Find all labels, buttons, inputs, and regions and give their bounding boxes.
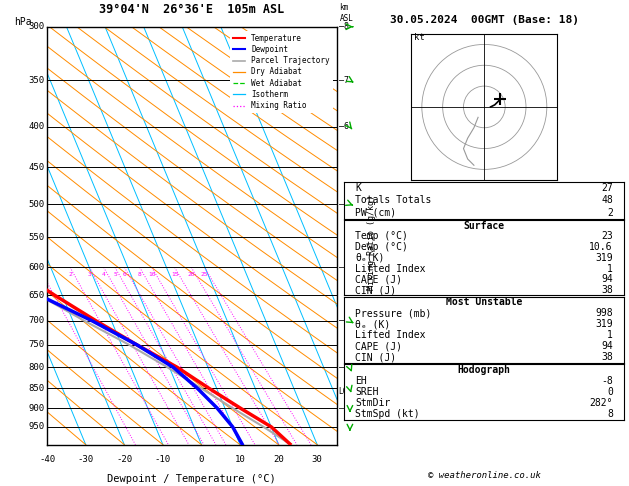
Text: 20: 20 [273,455,284,464]
Text: Surface: Surface [464,221,504,230]
Text: 6: 6 [123,272,126,277]
Text: StmSpd (kt): StmSpd (kt) [355,409,420,419]
Text: Dewp (°C): Dewp (°C) [355,242,408,252]
Text: 500: 500 [28,200,44,208]
Text: 4: 4 [102,272,106,277]
Text: 94: 94 [601,341,613,351]
Legend: Temperature, Dewpoint, Parcel Trajectory, Dry Adiabat, Wet Adiabat, Isotherm, Mi: Temperature, Dewpoint, Parcel Trajectory… [230,31,333,113]
Text: Mixing Ratio (g/kg): Mixing Ratio (g/kg) [367,195,376,291]
Text: –6: –6 [340,122,349,131]
Text: CAPE (J): CAPE (J) [355,274,403,284]
Text: –8: –8 [340,22,349,31]
Text: CIN (J): CIN (J) [355,285,396,295]
Text: CIN (J): CIN (J) [355,352,396,362]
Text: 450: 450 [28,163,44,172]
Text: hPa: hPa [14,17,31,27]
Text: 998: 998 [595,308,613,318]
Text: 300: 300 [28,22,44,31]
Text: 850: 850 [28,384,44,393]
Text: Hodograph: Hodograph [457,364,511,375]
Text: CAPE (J): CAPE (J) [355,341,403,351]
Text: -40: -40 [39,455,55,464]
Text: km
ASL: km ASL [340,3,353,22]
Text: 650: 650 [28,291,44,300]
Text: LCL: LCL [338,387,352,396]
Text: EH: EH [355,376,367,386]
Text: 1: 1 [607,263,613,274]
Text: 30: 30 [312,455,323,464]
Text: 23: 23 [601,231,613,242]
Text: -20: -20 [116,455,132,464]
Text: 550: 550 [28,233,44,242]
Text: 282°: 282° [589,398,613,408]
Text: 8: 8 [138,272,142,277]
Text: –4: –4 [340,263,349,272]
Text: Pressure (mb): Pressure (mb) [355,308,431,318]
Text: θₑ(K): θₑ(K) [355,253,385,263]
Text: 38: 38 [601,285,613,295]
Text: 20: 20 [187,272,195,277]
Text: 600: 600 [28,263,44,272]
Text: 700: 700 [28,316,44,325]
Text: -8: -8 [601,376,613,386]
Text: © weatheronline.co.uk: © weatheronline.co.uk [428,471,541,480]
Text: 319: 319 [595,253,613,263]
Text: 8: 8 [607,409,613,419]
Text: kt: kt [413,33,425,42]
Text: θₑ (K): θₑ (K) [355,319,391,330]
Text: –1: –1 [340,403,349,413]
Text: Totals Totals: Totals Totals [355,195,431,206]
Text: 950: 950 [28,422,44,432]
Text: 350: 350 [28,76,44,85]
Text: 10.6: 10.6 [589,242,613,252]
Text: 2: 2 [69,272,72,277]
Text: 319: 319 [595,319,613,330]
Text: –7: –7 [340,76,349,85]
Text: –2: –2 [340,363,349,372]
Text: StmDir: StmDir [355,398,391,408]
Text: 94: 94 [601,274,613,284]
Text: 10: 10 [148,272,155,277]
Text: 1: 1 [607,330,613,340]
Text: Dewpoint / Temperature (°C): Dewpoint / Temperature (°C) [108,474,276,484]
Text: 27: 27 [601,183,613,193]
Text: –5: –5 [340,200,349,208]
Text: 10: 10 [235,455,245,464]
Text: 30.05.2024  00GMT (Base: 18): 30.05.2024 00GMT (Base: 18) [390,15,579,25]
Text: Lifted Index: Lifted Index [355,330,426,340]
Text: -30: -30 [78,455,94,464]
Text: –3: –3 [340,316,349,325]
Text: 0: 0 [607,387,613,397]
Text: 39°04'N  26°36'E  105m ASL: 39°04'N 26°36'E 105m ASL [99,3,284,17]
Text: 0: 0 [199,455,204,464]
Text: 38: 38 [601,352,613,362]
Text: 15: 15 [171,272,179,277]
Text: 48: 48 [601,195,613,206]
Text: 400: 400 [28,122,44,131]
Text: 2: 2 [607,208,613,218]
Text: 3: 3 [87,272,91,277]
Text: SREH: SREH [355,387,379,397]
Text: PW (cm): PW (cm) [355,208,396,218]
Text: K: K [355,183,361,193]
Text: 25: 25 [201,272,208,277]
Text: Most Unstable: Most Unstable [446,297,522,308]
Text: Lifted Index: Lifted Index [355,263,426,274]
Text: -10: -10 [155,455,171,464]
Text: 900: 900 [28,403,44,413]
Text: 800: 800 [28,363,44,372]
Text: 750: 750 [28,340,44,349]
Text: Temp (°C): Temp (°C) [355,231,408,242]
Text: 5: 5 [113,272,117,277]
